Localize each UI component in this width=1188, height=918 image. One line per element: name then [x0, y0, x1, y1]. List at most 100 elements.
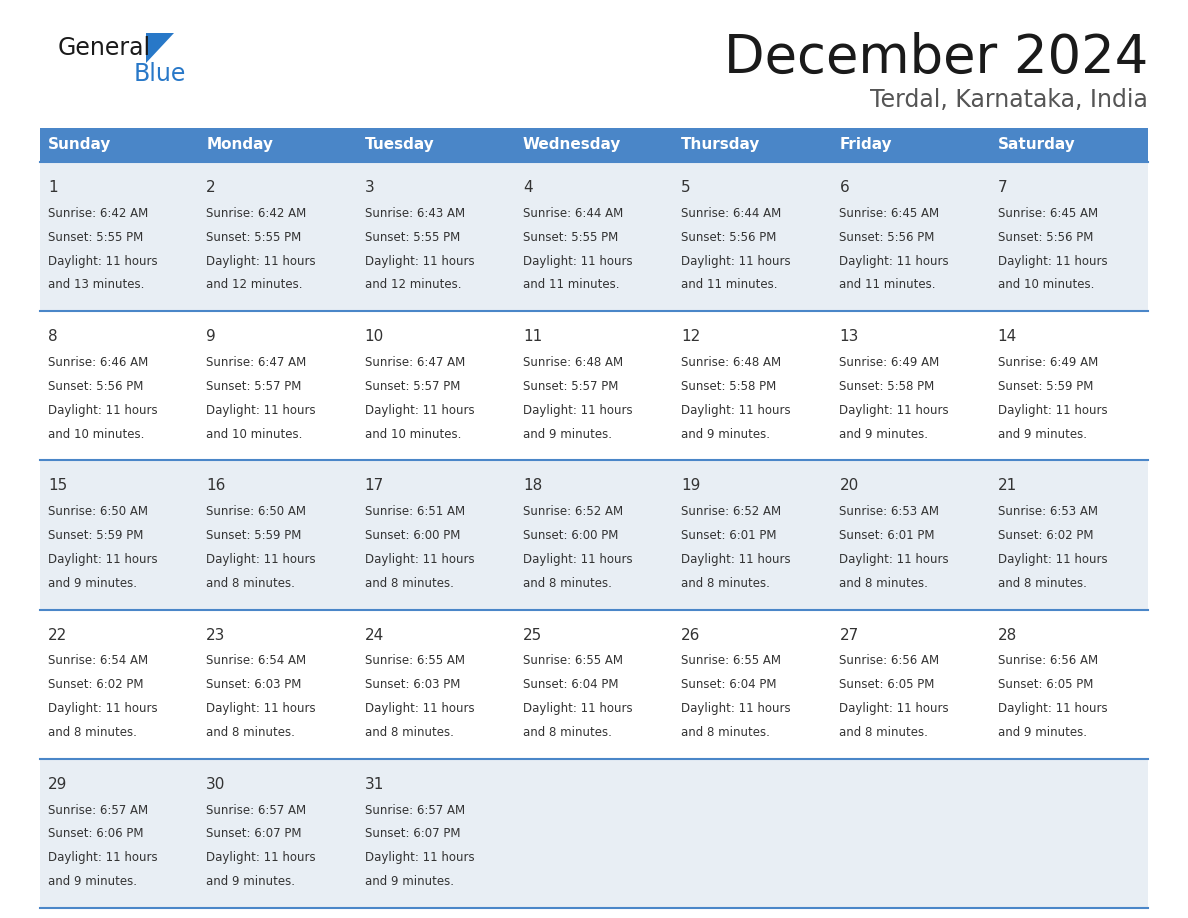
Text: Sunset: 5:59 PM: Sunset: 5:59 PM	[207, 529, 302, 542]
Text: Sunset: 6:07 PM: Sunset: 6:07 PM	[365, 827, 460, 841]
Text: Daylight: 11 hours: Daylight: 11 hours	[365, 404, 474, 417]
Text: 26: 26	[681, 628, 701, 643]
Text: 6: 6	[840, 180, 849, 195]
FancyBboxPatch shape	[198, 759, 356, 908]
Text: Sunrise: 6:48 AM: Sunrise: 6:48 AM	[523, 356, 623, 369]
Text: and 9 minutes.: and 9 minutes.	[840, 428, 929, 441]
FancyBboxPatch shape	[198, 311, 356, 461]
Text: Sunset: 6:01 PM: Sunset: 6:01 PM	[840, 529, 935, 542]
Text: Daylight: 11 hours: Daylight: 11 hours	[48, 404, 158, 417]
Text: Sunrise: 6:50 AM: Sunrise: 6:50 AM	[48, 505, 148, 518]
Text: Daylight: 11 hours: Daylight: 11 hours	[365, 702, 474, 715]
Text: and 8 minutes.: and 8 minutes.	[365, 577, 454, 589]
FancyBboxPatch shape	[832, 759, 990, 908]
Text: Daylight: 11 hours: Daylight: 11 hours	[365, 254, 474, 267]
Text: Daylight: 11 hours: Daylight: 11 hours	[998, 553, 1107, 565]
FancyBboxPatch shape	[832, 128, 990, 162]
Text: and 9 minutes.: and 9 minutes.	[998, 726, 1087, 739]
Text: Sunset: 6:00 PM: Sunset: 6:00 PM	[365, 529, 460, 542]
Text: Sunrise: 6:45 AM: Sunrise: 6:45 AM	[998, 207, 1098, 219]
FancyBboxPatch shape	[356, 610, 514, 759]
Text: Daylight: 11 hours: Daylight: 11 hours	[365, 553, 474, 565]
Text: Sunset: 5:59 PM: Sunset: 5:59 PM	[998, 380, 1093, 393]
Text: Daylight: 11 hours: Daylight: 11 hours	[207, 851, 316, 865]
Text: Sunset: 6:01 PM: Sunset: 6:01 PM	[681, 529, 777, 542]
FancyBboxPatch shape	[990, 162, 1148, 311]
FancyBboxPatch shape	[990, 759, 1148, 908]
Text: Sunrise: 6:44 AM: Sunrise: 6:44 AM	[681, 207, 782, 219]
FancyBboxPatch shape	[990, 461, 1148, 610]
Text: Daylight: 11 hours: Daylight: 11 hours	[523, 553, 632, 565]
Text: December 2024: December 2024	[723, 32, 1148, 84]
Text: 2: 2	[207, 180, 216, 195]
Text: Daylight: 11 hours: Daylight: 11 hours	[840, 404, 949, 417]
Text: Sunrise: 6:57 AM: Sunrise: 6:57 AM	[207, 803, 307, 816]
Text: and 9 minutes.: and 9 minutes.	[48, 577, 137, 589]
FancyBboxPatch shape	[40, 128, 198, 162]
Text: Sunset: 5:56 PM: Sunset: 5:56 PM	[840, 230, 935, 243]
Text: Sunset: 5:55 PM: Sunset: 5:55 PM	[523, 230, 618, 243]
Text: Sunrise: 6:49 AM: Sunrise: 6:49 AM	[998, 356, 1098, 369]
Text: 1: 1	[48, 180, 58, 195]
Text: Sunrise: 6:42 AM: Sunrise: 6:42 AM	[48, 207, 148, 219]
FancyBboxPatch shape	[198, 128, 356, 162]
Text: Sunrise: 6:43 AM: Sunrise: 6:43 AM	[365, 207, 465, 219]
Text: and 8 minutes.: and 8 minutes.	[681, 726, 770, 739]
Text: 9: 9	[207, 330, 216, 344]
FancyBboxPatch shape	[674, 610, 832, 759]
Text: 13: 13	[840, 330, 859, 344]
Text: and 9 minutes.: and 9 minutes.	[207, 875, 296, 889]
Text: 17: 17	[365, 478, 384, 493]
Text: Sunset: 5:57 PM: Sunset: 5:57 PM	[207, 380, 302, 393]
Text: and 12 minutes.: and 12 minutes.	[207, 278, 303, 291]
Text: 24: 24	[365, 628, 384, 643]
FancyBboxPatch shape	[674, 461, 832, 610]
FancyBboxPatch shape	[674, 759, 832, 908]
Text: Daylight: 11 hours: Daylight: 11 hours	[48, 702, 158, 715]
Text: 31: 31	[365, 777, 384, 791]
FancyBboxPatch shape	[356, 162, 514, 311]
Text: Sunrise: 6:53 AM: Sunrise: 6:53 AM	[840, 505, 940, 518]
Text: Daylight: 11 hours: Daylight: 11 hours	[998, 254, 1107, 267]
Text: Daylight: 11 hours: Daylight: 11 hours	[523, 254, 632, 267]
Text: Sunset: 5:58 PM: Sunset: 5:58 PM	[681, 380, 777, 393]
Text: 4: 4	[523, 180, 532, 195]
Text: and 8 minutes.: and 8 minutes.	[840, 726, 928, 739]
Text: Daylight: 11 hours: Daylight: 11 hours	[681, 553, 791, 565]
FancyBboxPatch shape	[514, 128, 674, 162]
Text: 21: 21	[998, 478, 1017, 493]
Text: and 13 minutes.: and 13 minutes.	[48, 278, 145, 291]
Text: 22: 22	[48, 628, 68, 643]
Text: Sunset: 6:02 PM: Sunset: 6:02 PM	[998, 529, 1093, 542]
Text: and 8 minutes.: and 8 minutes.	[523, 577, 612, 589]
Text: Sunset: 6:05 PM: Sunset: 6:05 PM	[998, 678, 1093, 691]
Text: and 8 minutes.: and 8 minutes.	[48, 726, 137, 739]
Text: Sunrise: 6:49 AM: Sunrise: 6:49 AM	[840, 356, 940, 369]
Text: Sunrise: 6:50 AM: Sunrise: 6:50 AM	[207, 505, 307, 518]
FancyBboxPatch shape	[514, 461, 674, 610]
Text: 5: 5	[681, 180, 690, 195]
FancyBboxPatch shape	[674, 162, 832, 311]
Text: 28: 28	[998, 628, 1017, 643]
Text: 27: 27	[840, 628, 859, 643]
Text: Sunrise: 6:56 AM: Sunrise: 6:56 AM	[840, 655, 940, 667]
Text: 10: 10	[365, 330, 384, 344]
Text: and 12 minutes.: and 12 minutes.	[365, 278, 461, 291]
Text: Daylight: 11 hours: Daylight: 11 hours	[365, 851, 474, 865]
Text: Sunset: 6:03 PM: Sunset: 6:03 PM	[365, 678, 460, 691]
FancyBboxPatch shape	[40, 461, 198, 610]
Text: Sunrise: 6:56 AM: Sunrise: 6:56 AM	[998, 655, 1098, 667]
FancyBboxPatch shape	[198, 162, 356, 311]
Text: Wednesday: Wednesday	[523, 138, 621, 152]
FancyBboxPatch shape	[514, 610, 674, 759]
FancyBboxPatch shape	[832, 311, 990, 461]
FancyBboxPatch shape	[514, 759, 674, 908]
Text: and 10 minutes.: and 10 minutes.	[365, 428, 461, 441]
FancyBboxPatch shape	[40, 610, 198, 759]
Text: Sunrise: 6:44 AM: Sunrise: 6:44 AM	[523, 207, 624, 219]
Text: and 9 minutes.: and 9 minutes.	[523, 428, 612, 441]
Text: Sunset: 5:56 PM: Sunset: 5:56 PM	[998, 230, 1093, 243]
FancyBboxPatch shape	[356, 311, 514, 461]
Text: Daylight: 11 hours: Daylight: 11 hours	[523, 404, 632, 417]
Text: Sunset: 6:03 PM: Sunset: 6:03 PM	[207, 678, 302, 691]
